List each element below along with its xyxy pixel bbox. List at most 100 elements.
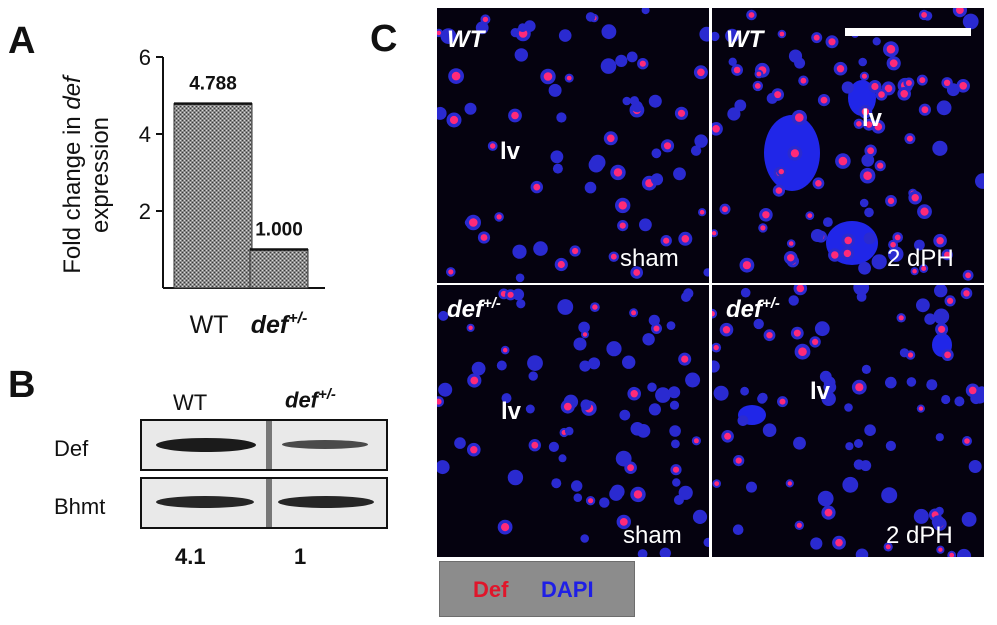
def-signal [507, 291, 514, 298]
dapi-nucleus [845, 442, 854, 451]
def-signal [885, 544, 891, 550]
dapi-nucleus [685, 372, 701, 388]
dapi-nucleus [976, 386, 984, 397]
stain-legend: Def DAPI [439, 561, 635, 617]
def-signal [639, 60, 646, 67]
dapi-nucleus [501, 393, 512, 404]
dapi-nucleus [933, 308, 950, 325]
def-signal [469, 218, 478, 227]
def-signal [813, 34, 820, 41]
dapi-nucleus [692, 509, 708, 524]
nuclei-overlay [712, 285, 984, 557]
panel-label-c: C [370, 18, 398, 60]
dapi-nucleus [788, 295, 799, 306]
def-signal [918, 406, 924, 411]
dapi-nucleus [855, 548, 869, 557]
def-signal [824, 508, 833, 517]
blot-quant-wt: 4.1 [175, 544, 206, 569]
def-signal [699, 209, 705, 215]
def-signal [633, 269, 641, 276]
y-axis-label-line1: Fold change in def [59, 74, 86, 274]
dapi-nucleus [734, 99, 747, 112]
def-signal [735, 457, 742, 464]
def-signal [831, 251, 839, 259]
dapi-nucleus [817, 490, 834, 507]
dapi-nucleus [673, 167, 686, 181]
def-signal [470, 376, 479, 385]
def-signal [502, 347, 508, 353]
def-signal [774, 91, 782, 99]
dapi-nucleus [471, 361, 486, 376]
def-signal [874, 122, 883, 131]
panel-label-a: A [8, 20, 36, 62]
dapi-nucleus [648, 94, 662, 108]
dapi-nucleus [864, 207, 874, 218]
panel-label-b: B [8, 364, 36, 406]
def-signal [965, 272, 971, 279]
data-label-1: 1.000 [255, 220, 303, 241]
dapi-nucleus [639, 218, 652, 232]
dapi-nucleus [842, 476, 859, 493]
def-signal [619, 222, 626, 229]
data-label-0: 4.788 [189, 74, 237, 95]
dapi-nucleus [440, 28, 457, 44]
def-signal [877, 162, 884, 169]
scale-bar [845, 28, 971, 36]
dapi-nucleus [762, 423, 777, 437]
dapi-nucleus [713, 385, 729, 401]
def-signal [582, 332, 588, 337]
dapi-nucleus [858, 57, 867, 67]
def-signal [921, 12, 927, 18]
micrograph-genotype-label: WT [726, 26, 763, 54]
def-signal [557, 260, 565, 269]
dapi-nucleus [673, 495, 684, 505]
dapi-nucleus [558, 29, 572, 42]
dapi-nucleus [622, 355, 636, 369]
dapi-nucleus [887, 246, 904, 262]
def-signal [501, 523, 510, 532]
dapi-nucleus [528, 371, 538, 381]
dapi-nucleus [732, 524, 744, 535]
def-signal [437, 30, 442, 36]
dapi-nucleus [671, 439, 680, 449]
dapi-nucleus [655, 387, 671, 403]
def-signal [468, 325, 473, 330]
def-signal [855, 383, 864, 392]
def-signal [959, 82, 967, 90]
y-tick-label: 4 [139, 122, 151, 147]
def-signal [796, 285, 805, 293]
dapi-nucleus [615, 54, 628, 67]
dapi-nucleus [507, 469, 524, 486]
dapi-nucleus [931, 515, 945, 528]
def-signal [775, 187, 783, 194]
def-signal [496, 214, 502, 220]
def-signal [963, 290, 970, 297]
dapi-nucleus [694, 134, 708, 148]
dapi-nucleus [860, 460, 872, 472]
dapi-nucleus [437, 460, 450, 475]
def-signal [631, 310, 637, 316]
def-signal [964, 438, 970, 444]
def-signal [760, 225, 766, 231]
dapi-nucleus [740, 287, 751, 298]
dapi-nucleus [666, 321, 676, 330]
blot-header-def-sup: +/- [318, 386, 336, 403]
dapi-nucleus [703, 268, 709, 277]
dapi-nucleus [681, 292, 691, 302]
micrograph-landmark-label: lv [810, 378, 831, 405]
dapi-nucleus [841, 81, 854, 94]
dapi-nucleus [619, 409, 631, 421]
def-signal [863, 171, 872, 180]
def-signal [884, 84, 893, 93]
dapi-nucleus [669, 425, 681, 437]
def-signal [836, 65, 845, 73]
dapi-nucleus [864, 424, 876, 436]
dapi-nucleus [728, 57, 737, 66]
bar-1 [249, 249, 309, 289]
def-signal [878, 91, 885, 98]
dapi-nucleus [533, 241, 548, 256]
dapi-nucleus [861, 153, 875, 167]
x-tick-label-0: WT [190, 311, 229, 339]
def-signal [754, 83, 761, 89]
def-signal [511, 111, 519, 120]
